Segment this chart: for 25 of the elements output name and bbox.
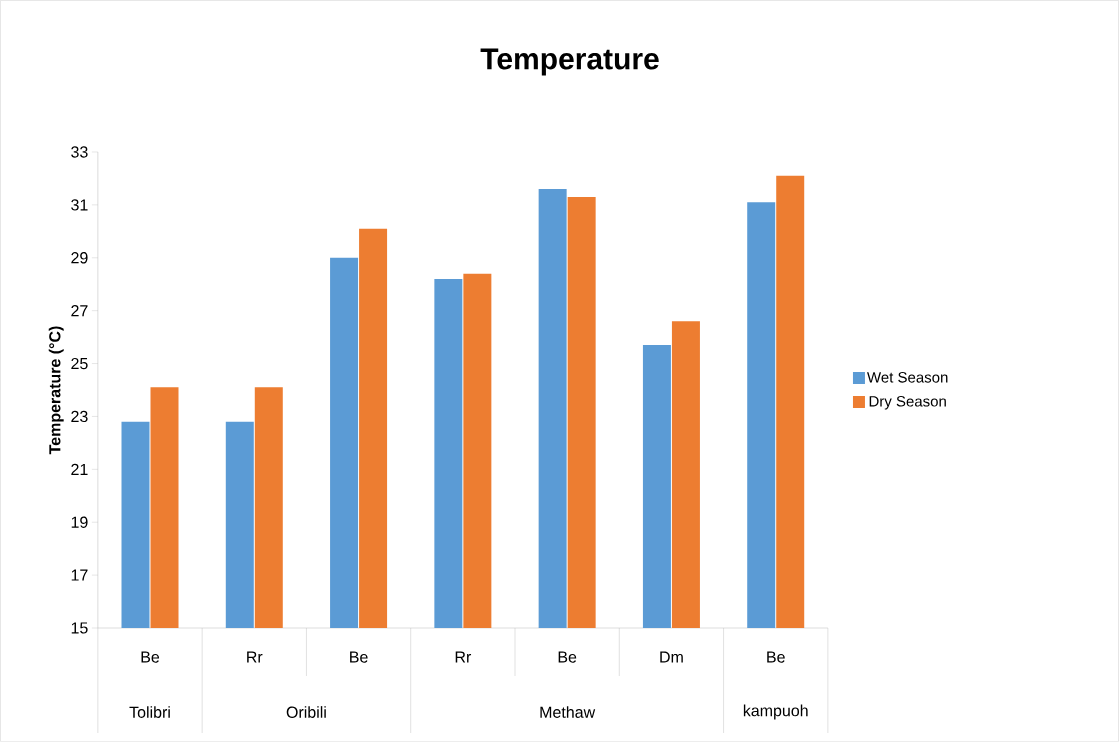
legend-label: Dry Season <box>869 396 946 410</box>
y-axis-title: Temperature (°C) <box>48 326 64 455</box>
y-tick-label: 31 <box>71 199 88 211</box>
x-tick-label: Be <box>767 651 785 663</box>
y-tick-label: 19 <box>71 516 88 528</box>
chart-title: Temperature <box>480 48 659 76</box>
y-tick-label: 27 <box>71 305 88 317</box>
text: Oribili <box>286 706 326 718</box>
text: Methaw <box>540 706 596 718</box>
legend-label: Wet Season <box>867 372 948 383</box>
x-tick-label: Be <box>350 651 368 663</box>
text: kampuoh <box>743 704 808 720</box>
y-tick-label: 15 <box>71 622 88 634</box>
y-tick-label: 29 <box>71 252 88 264</box>
y-tick-label: 21 <box>71 463 88 475</box>
y-tick-label: 23 <box>71 410 88 423</box>
x-tick-label: Be <box>558 651 577 663</box>
y-tick-label: 17 <box>71 569 88 581</box>
y-tick-label: 25 <box>71 357 88 370</box>
x-tick-label: Rr <box>247 651 263 663</box>
x-tick-label: Dm <box>660 651 683 663</box>
x-tick-label: Be <box>141 651 160 663</box>
text: Tolibri <box>129 706 170 718</box>
x-tick-label: Rr <box>455 651 472 663</box>
y-tick-label: 33 <box>71 146 88 158</box>
